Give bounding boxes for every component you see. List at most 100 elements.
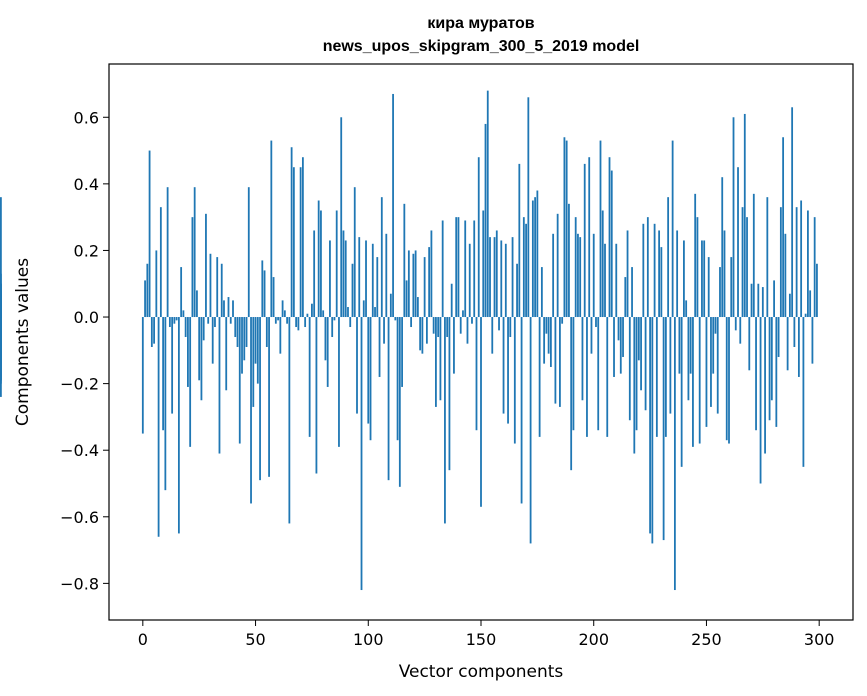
bar-172 (529, 317, 532, 544)
bar-299 (816, 263, 818, 318)
bar-297 (811, 317, 814, 364)
bar-130 (435, 317, 437, 407)
bar-188 (565, 140, 568, 318)
bar-24 (196, 290, 198, 318)
bar-165 (513, 317, 516, 444)
bar-266 (741, 207, 744, 318)
bar-118 (407, 250, 410, 318)
bar-6 (155, 250, 158, 318)
bar-207 (608, 157, 611, 318)
x-tick-label: 200 (578, 630, 609, 649)
bar-176 (538, 317, 541, 437)
x-axis-ticks: 0 50 100 150 200 250 300 (138, 620, 834, 649)
bar-292 (800, 200, 803, 318)
bar-224 (646, 217, 649, 318)
bar-225 (649, 317, 651, 534)
bar-81 (324, 317, 327, 361)
bar-25 (198, 317, 201, 381)
bar-204 (601, 210, 604, 318)
bar-136 (448, 317, 451, 471)
y-tick-label: 0.0 (74, 308, 99, 327)
bar-21 (189, 317, 192, 447)
bar-83 (329, 240, 331, 318)
bar-166 (516, 263, 518, 318)
bar-17 (180, 267, 183, 318)
bar-109 (387, 317, 390, 481)
bar-157 (495, 230, 498, 318)
bar-15 (175, 317, 178, 321)
bar-280 (773, 280, 775, 318)
bar-1 (144, 280, 146, 318)
bar-54 (263, 270, 266, 318)
bar-170 (525, 223, 527, 318)
bar-193 (577, 233, 579, 318)
chart-title: кира муратов (427, 15, 534, 32)
y-tick-label: 0.2 (74, 241, 99, 260)
bar-74 (308, 317, 311, 437)
bar-72 (304, 317, 307, 328)
bar-282 (777, 317, 780, 357)
bar-57 (270, 140, 273, 318)
bar-290 (795, 207, 798, 318)
bar-215 (626, 230, 629, 318)
bar-294 (804, 313, 807, 318)
bar-126 (425, 317, 428, 344)
bar-184 (556, 213, 559, 318)
bar-192 (574, 217, 577, 318)
bar-240 (683, 240, 685, 318)
bar-44 (241, 317, 243, 374)
bar-201 (595, 317, 597, 328)
bar-65 (288, 317, 291, 524)
bar-183 (554, 317, 557, 404)
bar-35 (220, 263, 223, 318)
bar-190 (570, 317, 573, 471)
plot-frame (108, 63, 854, 621)
bar-186 (561, 317, 564, 324)
bar-87 (338, 317, 340, 447)
bar-135 (446, 317, 449, 338)
bar-131 (437, 317, 440, 338)
bar-291 (797, 317, 800, 377)
bar-30 (209, 253, 212, 318)
bar-182 (552, 233, 555, 318)
bar-249 (703, 240, 706, 318)
bar-3 (148, 150, 151, 318)
bar-245 (694, 193, 697, 318)
bar-104 (376, 257, 379, 318)
bar-199 (590, 317, 593, 354)
bar-84 (331, 317, 334, 338)
bar-258 (723, 230, 726, 318)
bar-194 (579, 237, 582, 318)
bar-23 (193, 187, 196, 318)
bar-99 (365, 240, 367, 318)
bar-262 (732, 117, 735, 318)
bar-159 (500, 240, 503, 318)
bar-158 (498, 317, 500, 331)
bar-212 (619, 317, 622, 374)
bar-174 (534, 197, 537, 318)
bar-80 (322, 310, 325, 318)
bar-173 (531, 200, 534, 318)
bar-125 (423, 257, 426, 318)
y-tick-label: 0.6 (74, 108, 99, 127)
bar-286 (786, 317, 789, 371)
bar-177 (540, 267, 543, 318)
bar-114 (398, 317, 401, 487)
bar-94 (353, 187, 356, 318)
bar-238 (678, 317, 681, 374)
bar-148 (475, 317, 478, 431)
bar-144 (466, 317, 469, 344)
y-tick-label: −0.8 (60, 574, 99, 593)
bar-160 (502, 317, 505, 414)
bar-198 (588, 157, 591, 318)
bar-9 (162, 317, 165, 431)
bar-185 (559, 317, 561, 407)
bar-181 (549, 317, 552, 367)
y-tick-label: −0.4 (60, 441, 99, 460)
bar-244 (692, 317, 694, 447)
bar-97 (360, 317, 363, 591)
bar-123 (419, 317, 422, 351)
bar-218 (633, 317, 636, 454)
bar-43 (238, 317, 241, 444)
